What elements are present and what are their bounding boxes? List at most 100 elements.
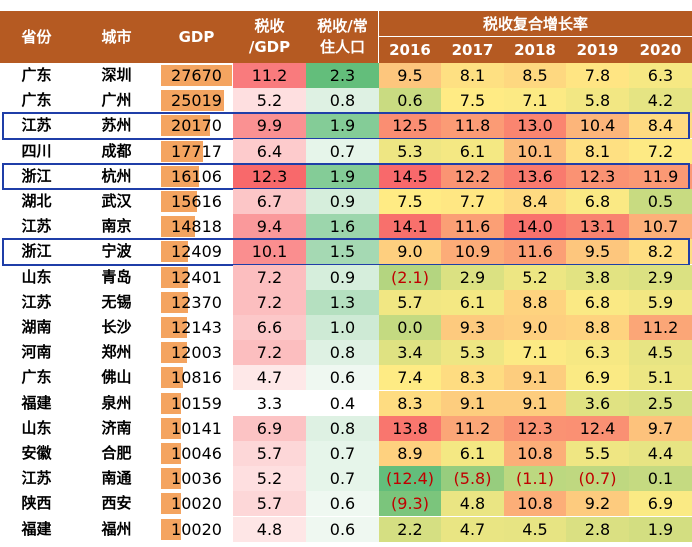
- table-row: 浙江 宁波 12409 10.1 1.5 9.0 10.9 11.6 9.5 8.2: [0, 239, 692, 265]
- header-year-2019: 2019: [566, 37, 629, 63]
- tax-gdp-cell: 6.6: [233, 315, 306, 340]
- header-divider: [379, 36, 692, 37]
- table-row: 江苏 南通 10036 5.2 0.7 (12.4) (5.8) (1.1) (0.7) 0.1: [0, 466, 692, 492]
- table-row: 湖北 武汉 15616 6.7 0.9 7.5 7.7 8.4 6.8 0.5: [0, 189, 692, 214]
- table-row: 江苏 南京 14818 9.4 1.6 14.1 11.6 14.0 13.1 10.7: [0, 214, 692, 240]
- tax-gdp-cell: 5.2: [233, 466, 306, 492]
- province-cell: 广东: [21, 66, 52, 84]
- gdp-cell: 10036: [160, 466, 233, 491]
- growth-cell-2017: 10.9: [441, 239, 504, 265]
- gdp-bar: [161, 165, 199, 187]
- growth-cell-2019: 6.3: [566, 340, 629, 366]
- gdp-cell: 10816: [160, 365, 233, 390]
- city-cell: 泉州: [101, 393, 132, 412]
- growth-cell-2019: 5.8: [566, 88, 629, 114]
- growth-cell-2018: 10.8: [504, 491, 566, 517]
- table-row: 山东 青岛 12401 7.2 0.9 (2.1) 2.9 5.2 3.8 2.9: [0, 264, 692, 290]
- gdp-value: 17717: [171, 141, 222, 161]
- growth-cell-2019: 8.1: [566, 138, 629, 164]
- growth-cell-2018: 9.1: [504, 390, 566, 416]
- gdp-bar: [161, 392, 182, 414]
- growth-cell-2018: 9.0: [504, 315, 566, 340]
- gdp-value: 20170: [171, 116, 222, 136]
- growth-cell-2017: 4.8: [441, 491, 504, 517]
- gdp-cell: 10159: [160, 391, 233, 416]
- header-growth-group: 税收复合增长率: [379, 11, 692, 37]
- growth-cell-2016: (12.4): [379, 466, 441, 492]
- tax-pop-cell: 1.9: [306, 113, 379, 139]
- tax-gdp-cell: 3.3: [233, 390, 306, 416]
- growth-cell-2019: 7.8: [566, 63, 629, 88]
- tax-pop-cell: 0.4: [306, 390, 379, 416]
- tax-pop-cell: 1.5: [306, 239, 379, 265]
- growth-cell-2018: 13.6: [504, 163, 566, 189]
- tax-pop-cell: 1.9: [306, 163, 379, 189]
- growth-cell-2017: 6.1: [441, 289, 504, 315]
- header-divider-v1: [378, 11, 379, 63]
- growth-cell-2020: 2.9: [629, 264, 692, 290]
- growth-cell-2016: 12.5: [379, 113, 441, 139]
- growth-cell-2020: 6.9: [629, 491, 692, 517]
- city-cell: 杭州: [101, 166, 132, 185]
- growth-cell-2017: 4.7: [441, 516, 504, 542]
- growth-cell-2020: 9.7: [629, 415, 692, 441]
- growth-cell-2020: 6.3: [629, 63, 692, 88]
- tax-gdp-cell: 9.9: [233, 113, 306, 139]
- growth-cell-2016: 3.4: [379, 340, 441, 366]
- growth-cell-2020: 11.2: [629, 315, 692, 340]
- growth-cell-2019: 2.8: [566, 516, 629, 542]
- growth-cell-2016: 9.5: [379, 63, 441, 88]
- growth-cell-2018: 8.5: [504, 63, 566, 88]
- tax-pop-cell: 0.8: [306, 415, 379, 441]
- growth-cell-2018: 10.8: [504, 441, 566, 466]
- growth-cell-2018: 5.2: [504, 264, 566, 290]
- growth-cell-2016: (9.3): [379, 491, 441, 517]
- gdp-cell: 12003: [160, 340, 233, 365]
- growth-cell-2020: 2.5: [629, 390, 692, 416]
- growth-cell-2018: 9.1: [504, 365, 566, 391]
- city-cell: 合肥: [101, 444, 132, 462]
- tax-gdp-cell: 11.2: [233, 63, 306, 88]
- header-gdp: GDP: [160, 11, 233, 63]
- province-cell: 浙江: [21, 166, 52, 185]
- table-row: 湖南 长沙 12143 6.6 1.0 0.0 9.3 9.0 8.8 11.2: [0, 315, 692, 340]
- tax-pop-cell: 0.6: [306, 516, 379, 542]
- gdp-cell: 15616: [160, 189, 233, 214]
- province-cell: 江苏: [21, 469, 52, 488]
- growth-cell-2017: (5.8): [441, 466, 504, 492]
- province-cell: 浙江: [21, 242, 52, 261]
- growth-cell-2017: 8.3: [441, 365, 504, 391]
- city-cell: 苏州: [101, 116, 132, 135]
- tax-gdp-cell: 10.1: [233, 239, 306, 265]
- gdp-bar: [161, 65, 232, 86]
- tax-gdp-cell: 5.2: [233, 88, 306, 114]
- city-cell: 深圳: [101, 66, 132, 84]
- gdp-value: 10020: [171, 519, 222, 539]
- growth-cell-2018: 8.8: [504, 289, 566, 315]
- province-cell: 福建: [21, 393, 52, 412]
- header-city: 城市: [73, 11, 160, 63]
- growth-cell-2016: 9.0: [379, 239, 441, 265]
- gdp-bar: [161, 291, 188, 313]
- growth-cell-2020: 8.2: [629, 239, 692, 265]
- growth-cell-2016: 7.4: [379, 365, 441, 391]
- province-cell: 山东: [21, 267, 52, 286]
- growth-cell-2017: 5.3: [441, 340, 504, 366]
- table-row: 河南 郑州 12003 7.2 0.8 3.4 5.3 7.1 6.3 4.5: [0, 340, 692, 366]
- growth-cell-2017: 9.1: [441, 390, 504, 416]
- gdp-bar: [161, 216, 195, 238]
- gdp-value: 15616: [171, 192, 222, 211]
- gdp-cell: 16106: [160, 164, 233, 189]
- growth-cell-2016: 13.8: [379, 415, 441, 441]
- growth-cell-2019: (0.7): [566, 466, 629, 492]
- growth-cell-2019: 6.8: [566, 189, 629, 214]
- growth-cell-2020: 4.5: [629, 340, 692, 366]
- city-cell: 佛山: [101, 368, 132, 387]
- growth-cell-2018: 12.3: [504, 415, 566, 441]
- province-cell: 江苏: [21, 292, 52, 311]
- growth-cell-2016: 8.9: [379, 441, 441, 466]
- gdp-cell: 10020: [160, 517, 233, 542]
- city-cell: 南京: [101, 217, 132, 236]
- gdp-value: 12003: [171, 343, 222, 363]
- growth-cell-2019: 9.2: [566, 491, 629, 517]
